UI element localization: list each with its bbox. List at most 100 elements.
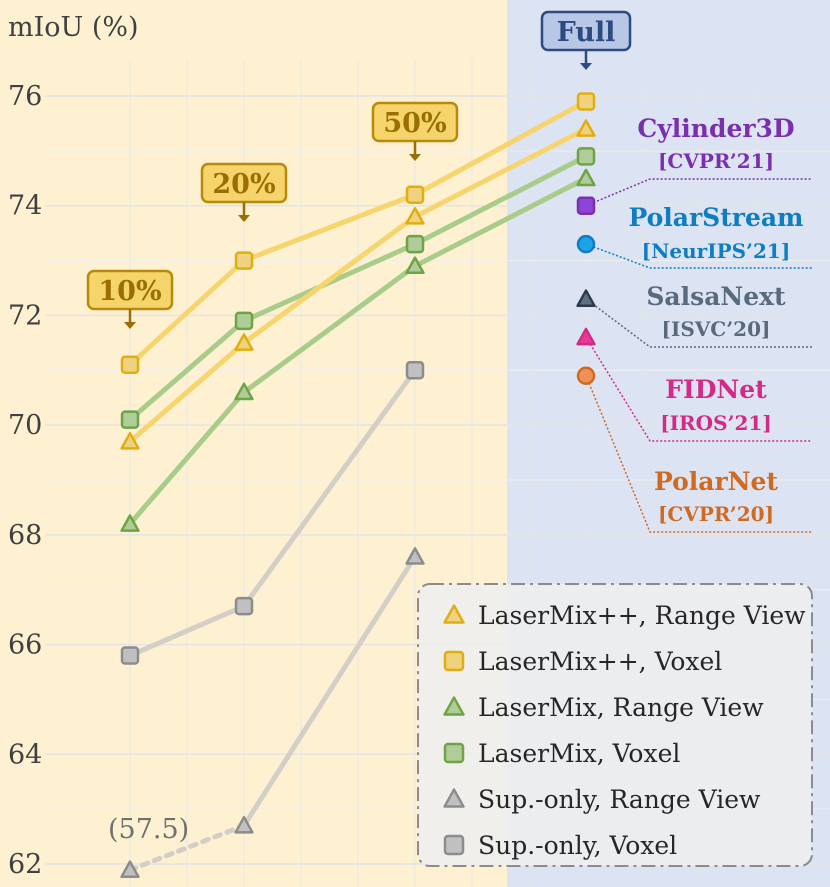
baseline-venue: [CVPR’21] xyxy=(658,149,774,173)
baseline-polarnet: PolarNet [CVPR’20] xyxy=(576,366,812,533)
split-tags: 10% 20% 50% Full xyxy=(86,10,632,329)
offscale-annotation: (57.5) xyxy=(108,814,189,845)
legend-marker xyxy=(443,650,465,672)
baseline-name: PolarNet xyxy=(654,467,778,496)
data-point xyxy=(576,147,596,166)
baseline-name: FIDNet xyxy=(665,375,767,404)
split-tag-label: 10% xyxy=(98,276,161,307)
legend-label: LaserMix, Range View xyxy=(478,693,764,722)
baseline-cylinder3d: Cylinder3D [CVPR’21] xyxy=(576,114,812,215)
legend-marker xyxy=(443,742,465,764)
series-line-segment xyxy=(127,318,247,423)
data-point xyxy=(405,256,425,275)
series-line-segment xyxy=(412,98,589,198)
data-point xyxy=(234,382,254,401)
split-tag: Full xyxy=(540,10,632,70)
split-tag: 10% xyxy=(86,269,174,329)
baseline-marker xyxy=(576,366,596,386)
y-tick-label: 66 xyxy=(8,630,42,661)
split-tag-label: 50% xyxy=(383,108,446,139)
data-point xyxy=(405,234,425,254)
baseline-marker xyxy=(576,234,596,254)
series-line-segment xyxy=(127,258,247,368)
baseline-venue: [IROS’21] xyxy=(660,411,772,435)
y-tick-labels: 62 64 66 68 70 72 74 76 xyxy=(8,81,42,880)
legend-label: Sup.-only, Voxel xyxy=(478,831,677,860)
legend-marker xyxy=(443,604,465,624)
data-point xyxy=(234,251,254,270)
series-line-segment xyxy=(241,263,418,395)
y-tick-label: 62 xyxy=(8,849,42,880)
data-point xyxy=(405,207,425,225)
baseline-venue: [NeurIPS’21] xyxy=(642,239,791,263)
series-line-segment xyxy=(412,175,589,269)
baseline-name: SalsaNext xyxy=(646,282,786,311)
baseline-venue: [ISVC’20] xyxy=(662,317,771,341)
y-axis-label: mIoU (%) xyxy=(8,12,139,43)
baseline-leader-line xyxy=(585,298,812,348)
y-tick-label: 76 xyxy=(8,81,42,112)
split-tag-arrow-head xyxy=(580,63,592,70)
split-tag: 50% xyxy=(371,101,459,161)
baseline-leader-line xyxy=(585,375,812,533)
baseline-fidnet: FIDNet [IROS’21] xyxy=(576,327,812,442)
split-tag: 20% xyxy=(200,162,288,222)
data-point xyxy=(234,333,254,351)
data-point xyxy=(234,815,254,834)
series-markers xyxy=(120,92,596,878)
data-point xyxy=(576,168,596,187)
series-line-segment xyxy=(412,153,589,247)
data-point xyxy=(405,361,425,380)
baseline-name: PolarStream xyxy=(629,203,804,232)
data-point xyxy=(120,646,140,665)
series-line-segment xyxy=(127,823,247,873)
series-line-segment xyxy=(412,126,589,220)
y-tick-label: 70 xyxy=(8,410,42,441)
baseline-leader-line xyxy=(585,178,812,207)
split-tag-arrow-head xyxy=(124,322,136,329)
baseline-marker xyxy=(576,196,596,215)
split-tag-arrow-head xyxy=(409,154,421,161)
baseline-name: Cylinder3D xyxy=(637,114,794,143)
baseline-marker xyxy=(576,289,596,307)
split-tag-label: 20% xyxy=(212,169,275,200)
legend-label: Sup.-only, Range View xyxy=(478,785,761,814)
baselines: Cylinder3D [CVPR’21] PolarStream [NeurIPS’2… xyxy=(576,114,812,533)
baseline-leader-line xyxy=(585,243,812,269)
legend-label: LaserMix++, Range View xyxy=(478,601,806,630)
legend-label: LaserMix++, Voxel xyxy=(478,647,722,676)
data-point xyxy=(576,92,596,111)
data-point xyxy=(120,431,140,450)
series-line-segment xyxy=(241,214,418,346)
legend-box xyxy=(417,583,813,867)
data-point xyxy=(234,596,254,616)
series-line-segment xyxy=(127,603,247,659)
y-tick-label: 68 xyxy=(8,520,42,551)
y-tick-label: 64 xyxy=(8,739,42,770)
y-tick-label: 72 xyxy=(8,300,42,331)
data-point xyxy=(234,311,254,331)
legend-marker xyxy=(443,696,465,716)
data-point xyxy=(120,514,140,532)
legend: LaserMix++, Range View LaserMix++, Voxel L… xyxy=(417,583,813,867)
legend-marker xyxy=(443,834,465,856)
baseline-polarstream: PolarStream [NeurIPS’21] xyxy=(576,203,812,269)
data-point xyxy=(120,355,140,375)
y-tick-label: 74 xyxy=(8,191,42,222)
data-point xyxy=(120,860,140,878)
legend-marker xyxy=(443,788,465,808)
series-line-segment xyxy=(127,340,247,445)
split-tag-label: Full xyxy=(557,17,616,48)
series-line-segment xyxy=(241,192,418,264)
baseline-leader-line xyxy=(585,336,812,442)
data-point xyxy=(120,410,140,429)
baseline-salsanext: SalsaNext [ISVC’20] xyxy=(576,282,812,348)
split-tag-arrow-head xyxy=(238,215,250,222)
series-line-segment xyxy=(241,367,418,609)
series-line-segment xyxy=(241,554,418,829)
data-point xyxy=(576,119,596,137)
series-lines xyxy=(127,98,589,873)
data-point xyxy=(405,547,425,565)
legend-label: LaserMix, Voxel xyxy=(478,739,680,768)
